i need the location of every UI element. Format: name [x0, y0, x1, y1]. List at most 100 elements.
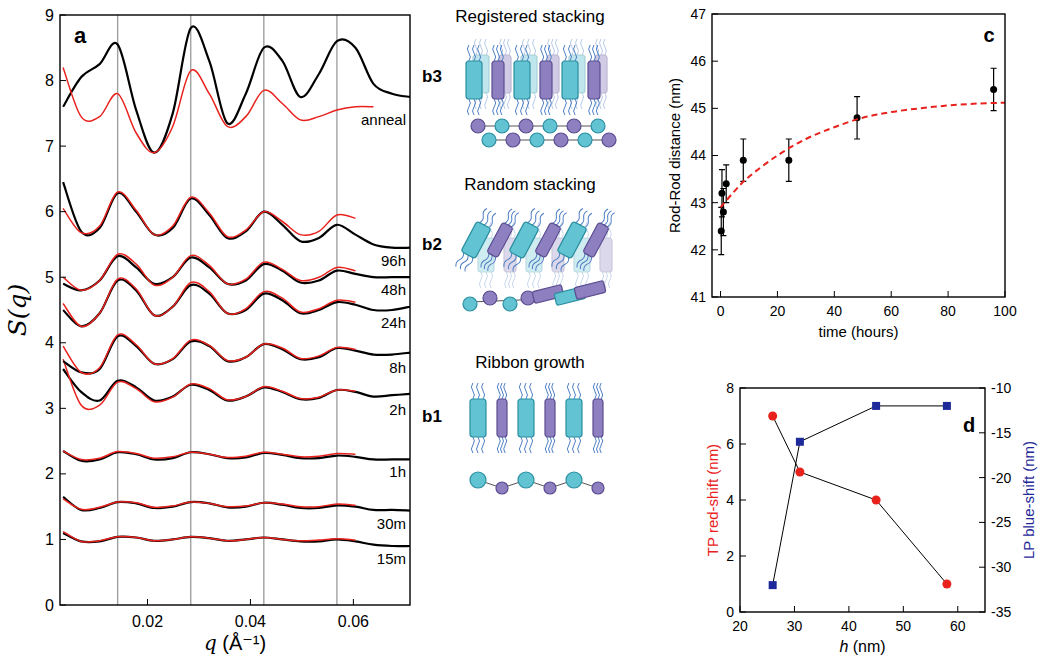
- strand: [512, 257, 522, 273]
- bead: [471, 119, 485, 133]
- x-tick-label: 40: [827, 303, 843, 319]
- panel-label: b2: [422, 235, 442, 254]
- y2-tick-label: -10: [991, 380, 1011, 396]
- strand: [552, 383, 555, 399]
- x-tick-label: 0.04: [235, 613, 266, 630]
- strand: [493, 45, 496, 61]
- strand: [521, 45, 524, 61]
- marker: [943, 402, 951, 410]
- rod-body: [470, 399, 486, 437]
- y2-tick-label: -30: [991, 559, 1011, 575]
- rod: [453, 207, 498, 273]
- x-tick: [740, 606, 741, 612]
- y2-tick: [979, 388, 985, 389]
- strand: [530, 383, 533, 399]
- diagram-title: Random stacking: [464, 175, 595, 194]
- strand: [459, 254, 469, 270]
- rod-body: [514, 61, 530, 99]
- strand: [548, 45, 551, 61]
- strand: [515, 45, 518, 61]
- curve-label: anneal: [361, 111, 406, 128]
- strand: [545, 45, 548, 61]
- point: [718, 190, 725, 197]
- x-tick-label: 0.02: [132, 613, 163, 630]
- x-tick-label: 40: [841, 618, 857, 634]
- strand: [533, 272, 536, 288]
- x-tick-label: 80: [940, 303, 956, 319]
- strand: [526, 99, 529, 115]
- rod-body: [545, 399, 555, 437]
- x-tick: [848, 606, 849, 612]
- strand: [596, 45, 599, 61]
- fit-curve: [63, 254, 355, 291]
- strand: [533, 93, 536, 109]
- rod-body: [583, 222, 610, 258]
- rod: [470, 383, 486, 453]
- error-bar: [854, 97, 860, 139]
- strand: [603, 93, 606, 109]
- strand: [525, 383, 528, 399]
- strand: [485, 39, 488, 55]
- strand: [519, 383, 522, 399]
- strand: [597, 437, 600, 453]
- rod: [566, 383, 582, 453]
- point: [785, 157, 792, 164]
- marker: [795, 468, 804, 477]
- strand: [507, 93, 510, 109]
- rod-body: [588, 61, 600, 99]
- marker: [872, 496, 881, 505]
- strand: [477, 383, 480, 399]
- y2-tick-label: -25: [991, 514, 1011, 530]
- strand: [535, 213, 545, 229]
- y-tick: [60, 605, 66, 606]
- y2-tick: [979, 477, 985, 478]
- y-axis-title: TP red-shift (nm): [704, 444, 721, 556]
- strand: [575, 272, 578, 288]
- strand: [569, 99, 572, 115]
- strand: [593, 383, 596, 399]
- y-tick: [712, 155, 718, 156]
- strand: [487, 256, 497, 272]
- curve-label: 24h: [381, 314, 406, 331]
- strand: [483, 210, 493, 226]
- fit-curve: [63, 359, 355, 409]
- strand: [497, 45, 500, 61]
- rod-body: [466, 61, 482, 99]
- strand: [497, 383, 500, 399]
- marker: [872, 402, 880, 410]
- strand: [603, 39, 606, 55]
- rod-body: [487, 222, 514, 258]
- strand: [493, 99, 496, 115]
- curve-label: 8h: [389, 359, 406, 376]
- x-tick: [250, 599, 251, 605]
- strand: [541, 99, 544, 115]
- y-tick: [712, 108, 718, 109]
- y-tick: [740, 388, 746, 389]
- strand: [555, 39, 558, 55]
- rod: [497, 383, 507, 453]
- plot-area: [63, 15, 410, 605]
- point: [723, 180, 730, 187]
- point: [720, 209, 727, 216]
- strand: [538, 272, 541, 288]
- strand: [485, 93, 488, 109]
- flat-rod: [574, 281, 606, 300]
- x-tick: [891, 291, 892, 297]
- bead: [544, 482, 556, 494]
- rod: [514, 45, 530, 115]
- plot-area: [718, 68, 1005, 254]
- strand: [576, 39, 579, 55]
- rod-body: [518, 399, 534, 437]
- strand: [569, 45, 572, 61]
- strand: [606, 212, 616, 228]
- strand: [593, 99, 596, 115]
- bead: [530, 133, 544, 147]
- y2-tick-label: -20: [991, 470, 1011, 486]
- y-tick-label: 4: [726, 492, 734, 508]
- rod: [549, 207, 594, 273]
- strand: [583, 213, 593, 229]
- rod-body: [535, 222, 562, 258]
- measured-curve: [63, 182, 410, 248]
- strand: [473, 99, 476, 115]
- y-tick-label: 2: [45, 465, 54, 482]
